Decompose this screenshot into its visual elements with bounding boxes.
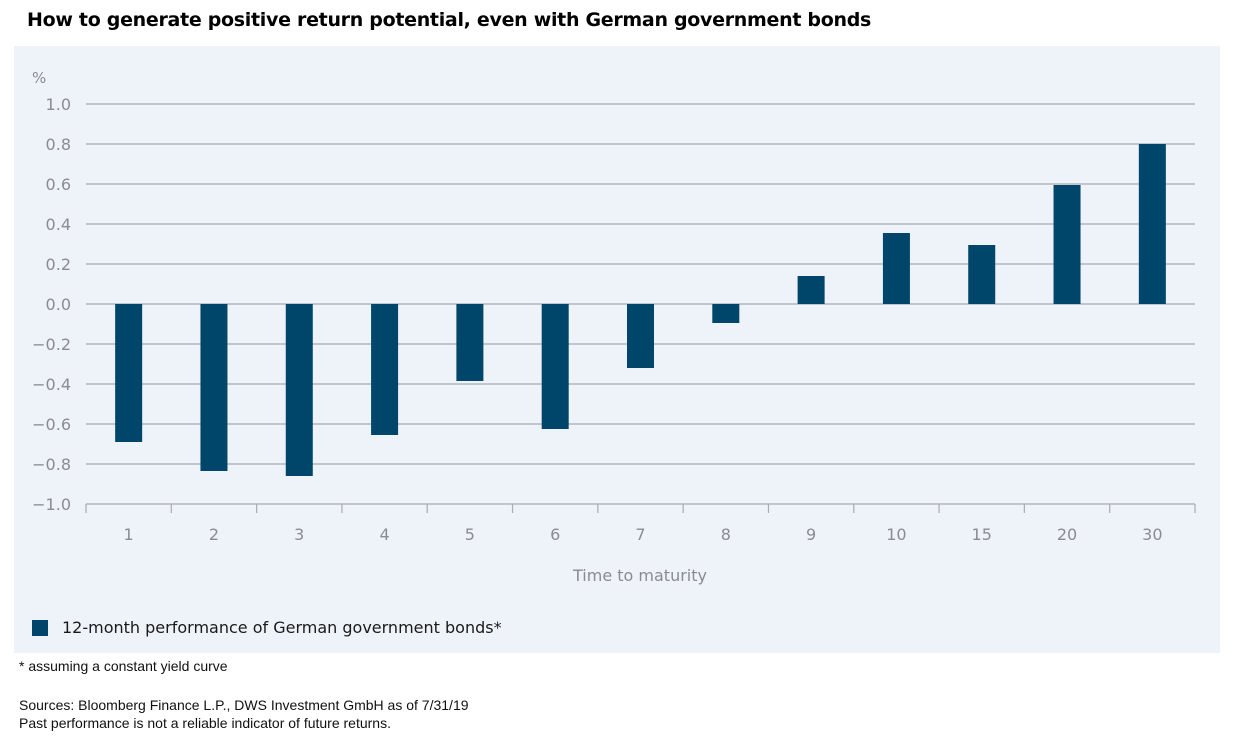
footnote-assumption: * assuming a constant yield curve <box>19 658 228 674</box>
bar <box>200 304 228 471</box>
x-tick-label: 20 <box>1057 525 1077 544</box>
y-tick-label: 0.2 <box>46 255 71 274</box>
x-axis: 1 2 3 4 5 6 7 8 9 10 15 20 30 <box>85 503 1196 544</box>
y-axis-ticks: 1.0 0.8 0.6 0.4 0.2 0.0 −0.2 −0.4 −0.6 −0.8 −1.0 <box>32 95 71 514</box>
bar <box>712 304 740 323</box>
y-tick-label: 0.0 <box>46 295 71 314</box>
bar <box>627 304 654 368</box>
bar <box>1053 185 1081 304</box>
y-tick-label: −0.8 <box>32 455 71 474</box>
x-tick-label: 3 <box>294 525 304 544</box>
x-tick-label: 5 <box>465 525 475 544</box>
x-tick-label: 8 <box>721 525 731 544</box>
x-tick-label: 4 <box>379 525 389 544</box>
x-axis-title: Time to maturity <box>572 566 707 585</box>
bar <box>541 304 569 429</box>
bar <box>456 304 484 381</box>
legend: 12-month performance of German governmen… <box>32 618 502 637</box>
y-tick-label: 0.8 <box>46 135 71 154</box>
bar <box>1138 144 1166 304</box>
y-tick-label: −0.6 <box>32 415 71 434</box>
gridlines <box>86 103 1195 465</box>
x-tick-label: 7 <box>635 525 645 544</box>
x-tick-label: 10 <box>886 525 906 544</box>
x-tick-label: 6 <box>550 525 560 544</box>
bar <box>285 304 313 476</box>
bars <box>115 144 1166 476</box>
y-tick-label: 0.4 <box>46 215 71 234</box>
legend-swatch <box>32 619 48 636</box>
bar <box>968 245 996 304</box>
y-tick-label: −0.4 <box>32 375 71 394</box>
y-tick-label: −0.2 <box>32 335 71 354</box>
y-tick-label: −1.0 <box>32 495 71 514</box>
x-tick-label: 1 <box>124 525 134 544</box>
chart-title: How to generate positive return potentia… <box>27 9 872 31</box>
x-tick-label: 30 <box>1142 525 1162 544</box>
bar <box>371 304 399 435</box>
y-axis-unit-label: % <box>32 69 46 87</box>
bar <box>115 304 143 442</box>
y-tick-label: 1.0 <box>46 95 71 114</box>
bar <box>797 276 825 304</box>
footnote-sources: Sources: Bloomberg Finance L.P., DWS Inv… <box>19 697 469 713</box>
x-tick-label: 2 <box>209 525 219 544</box>
x-tick-label: 15 <box>972 525 992 544</box>
bar <box>882 233 910 304</box>
footnote-disclaimer: Past performance is not a reliable indic… <box>19 715 391 731</box>
legend-label: 12-month performance of German governmen… <box>62 618 502 637</box>
y-tick-label: 0.6 <box>46 175 71 194</box>
x-tick-label: 9 <box>806 525 816 544</box>
